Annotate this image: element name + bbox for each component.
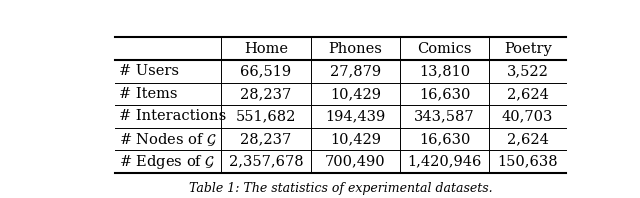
- Text: 40,703: 40,703: [502, 109, 554, 124]
- Text: 3,522: 3,522: [507, 64, 548, 78]
- Text: 194,439: 194,439: [325, 109, 385, 124]
- Text: 2,357,678: 2,357,678: [228, 155, 303, 168]
- Text: 28,237: 28,237: [241, 132, 292, 146]
- Text: 16,630: 16,630: [419, 132, 470, 146]
- Text: 150,638: 150,638: [497, 155, 558, 168]
- Text: 700,490: 700,490: [325, 155, 385, 168]
- Text: Phones: Phones: [328, 42, 382, 56]
- Text: 1,420,946: 1,420,946: [408, 155, 482, 168]
- Text: 66,519: 66,519: [241, 64, 292, 78]
- Text: Poetry: Poetry: [504, 42, 552, 56]
- Text: 28,237: 28,237: [241, 87, 292, 101]
- Text: 13,810: 13,810: [419, 64, 470, 78]
- Text: Comics: Comics: [417, 42, 472, 56]
- Text: 16,630: 16,630: [419, 87, 470, 101]
- Text: # Edges of $\mathcal{G}$: # Edges of $\mathcal{G}$: [118, 153, 215, 171]
- Text: 27,879: 27,879: [330, 64, 381, 78]
- Text: 2,624: 2,624: [507, 87, 548, 101]
- Text: 551,682: 551,682: [236, 109, 296, 124]
- Text: 343,587: 343,587: [414, 109, 475, 124]
- Text: # Items: # Items: [118, 87, 177, 101]
- Text: # Users: # Users: [118, 64, 179, 78]
- Text: Home: Home: [244, 42, 288, 56]
- Text: # Interactions: # Interactions: [118, 109, 226, 124]
- Text: 10,429: 10,429: [330, 132, 381, 146]
- Text: 10,429: 10,429: [330, 87, 381, 101]
- Text: 2,624: 2,624: [507, 132, 548, 146]
- Text: Table 1: The statistics of experimental datasets.: Table 1: The statistics of experimental …: [189, 182, 492, 195]
- Text: # Nodes of $\mathcal{G}$: # Nodes of $\mathcal{G}$: [118, 130, 217, 148]
